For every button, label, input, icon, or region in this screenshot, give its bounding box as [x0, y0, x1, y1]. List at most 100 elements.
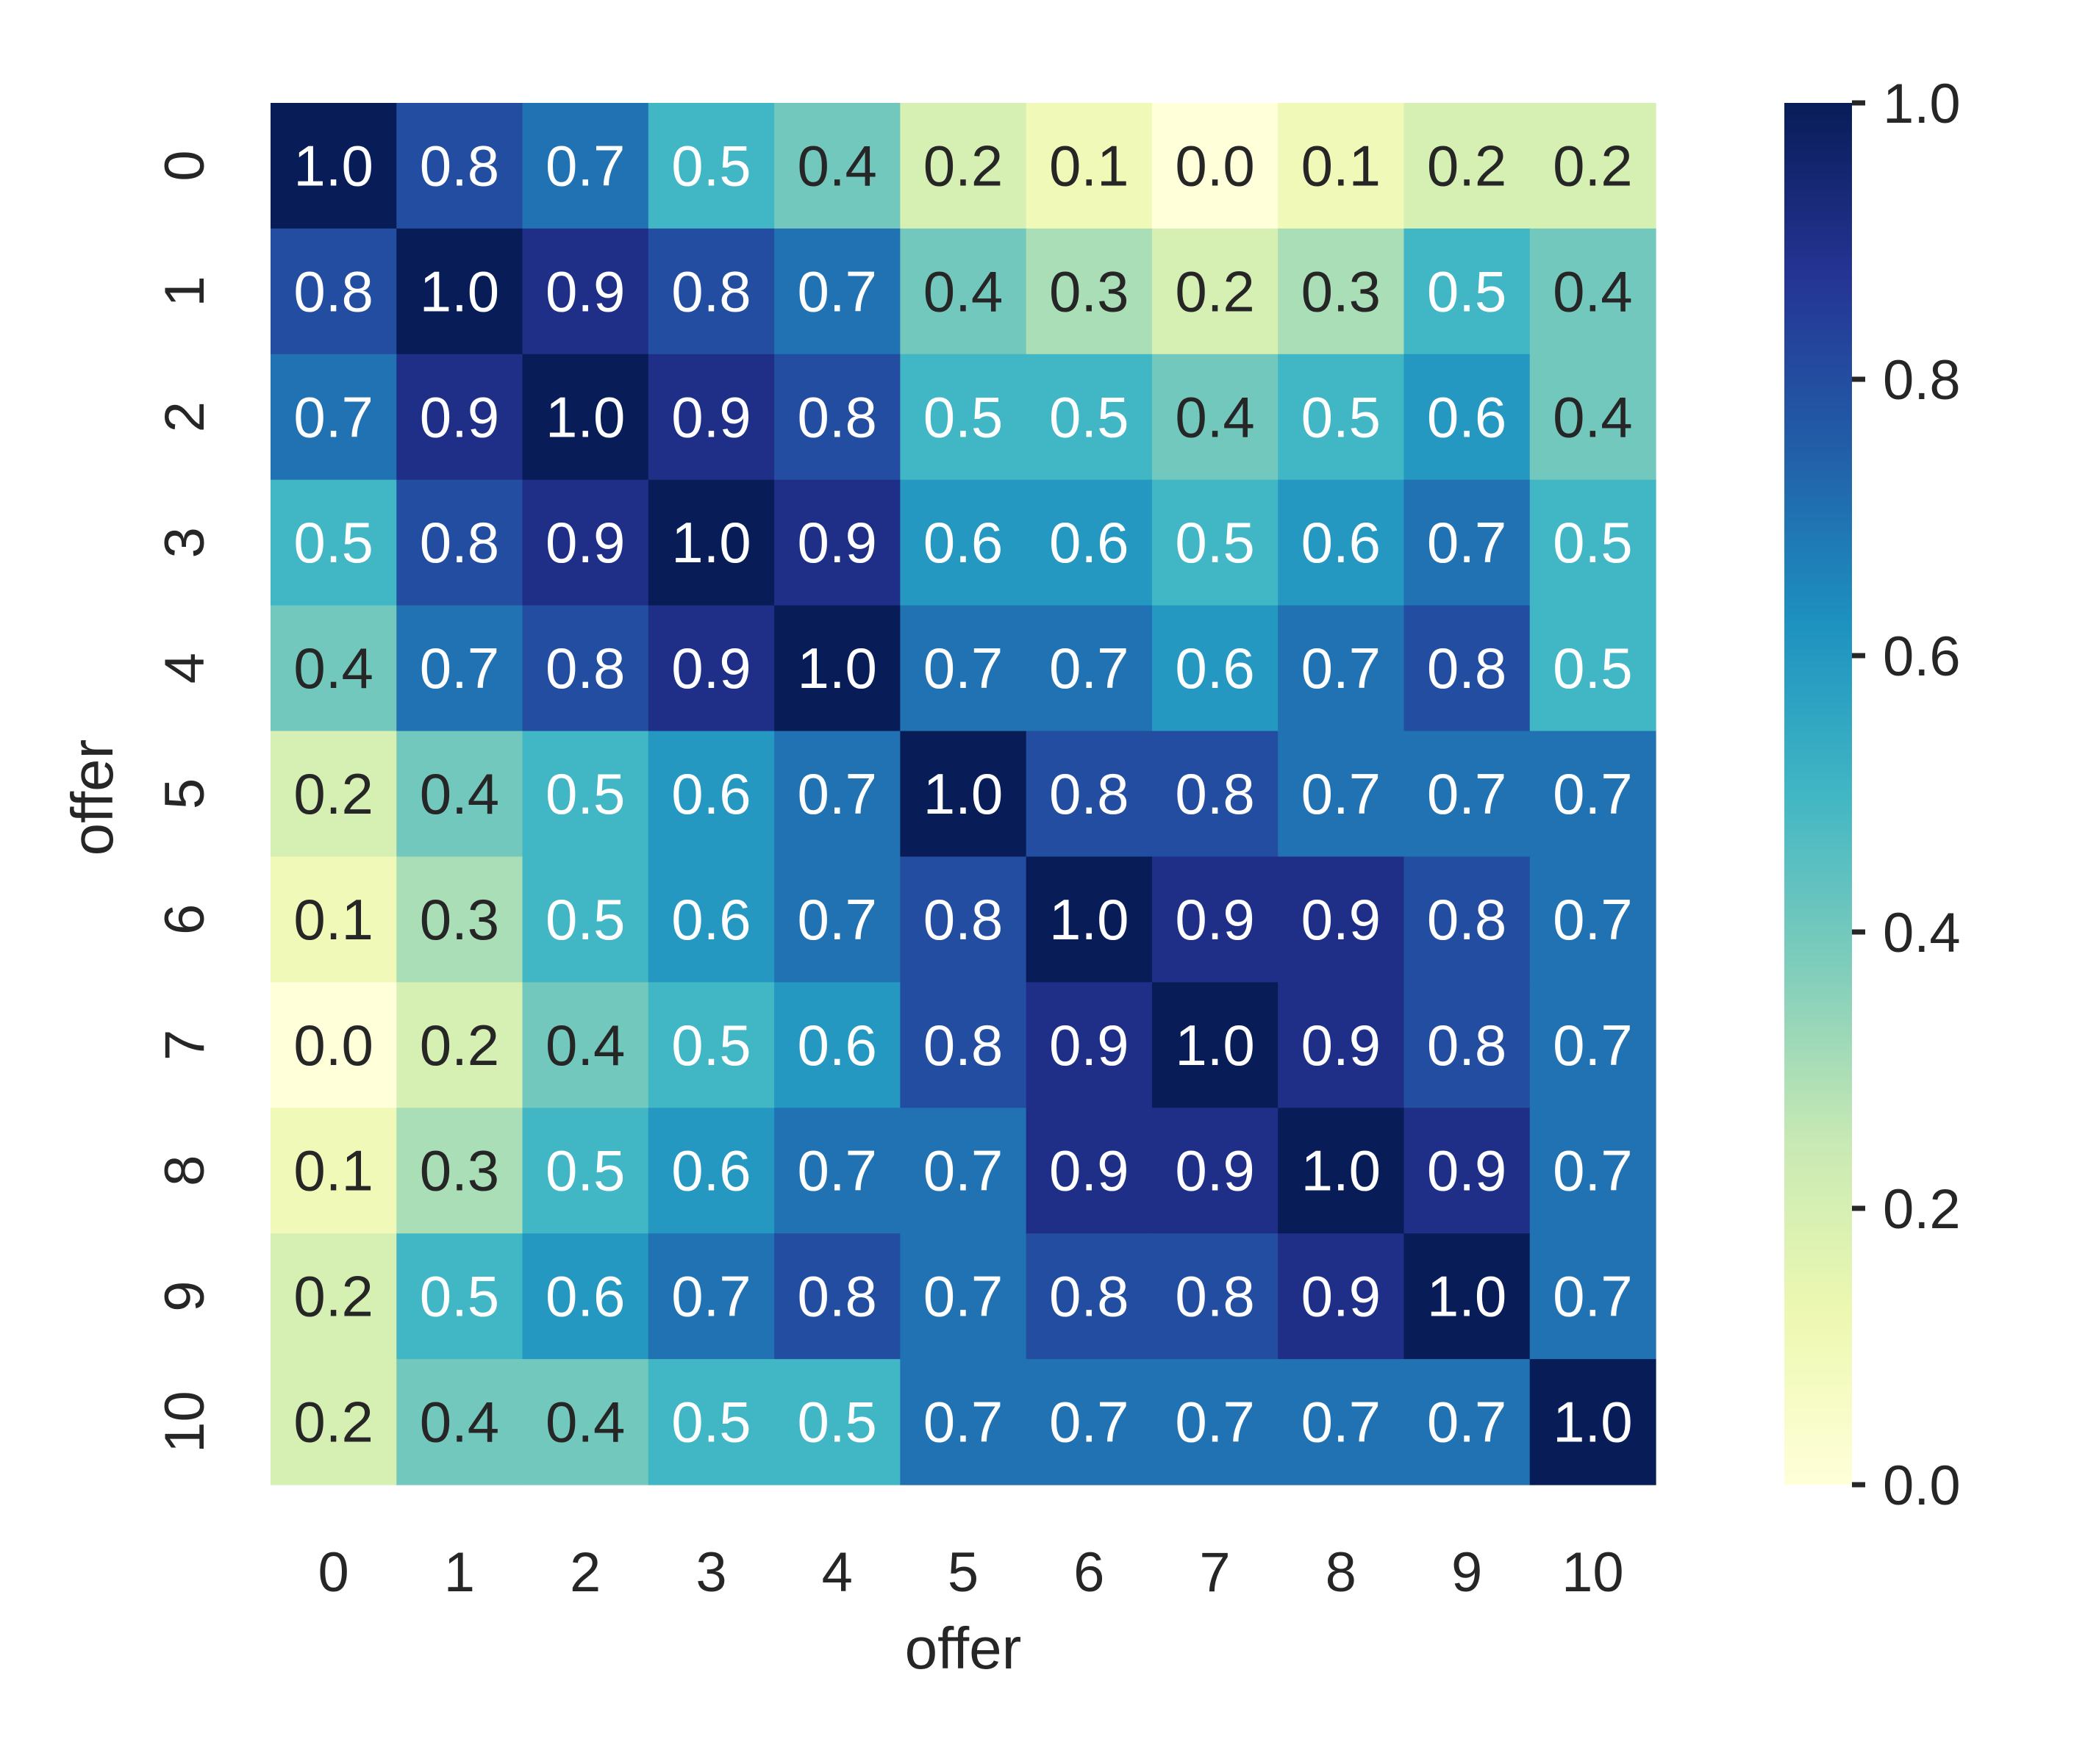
heatmap-cell: [396, 1233, 523, 1360]
heatmap-cell: [522, 1359, 649, 1485]
heatmap-cell: [1529, 1359, 1656, 1485]
heatmap-cell: [774, 228, 901, 355]
heatmap-cell: [1026, 103, 1153, 229]
heatmap-cell: [774, 479, 901, 606]
cell-value-label: 0.4: [420, 1390, 499, 1455]
cell-value-label: 0.6: [798, 1013, 877, 1078]
cell-value-label: 0.8: [420, 133, 499, 198]
cell-value-label: 0.0: [1175, 133, 1254, 198]
heatmap-cell: [271, 228, 397, 355]
heatmap-cell: [522, 856, 649, 983]
cell-value-label: 0.8: [1427, 887, 1506, 952]
heatmap-cell: [1403, 856, 1531, 983]
heatmap-cell: [396, 1359, 523, 1485]
heatmap-cell: [522, 605, 649, 732]
heatmap-cell: [522, 228, 649, 355]
heatmap-cell: [1529, 731, 1656, 858]
heatmap-cell: [1529, 228, 1656, 355]
y-tick-label: 2: [154, 401, 216, 432]
cell-value-label: 0.5: [1553, 510, 1632, 575]
heatmap-cell: [1403, 605, 1531, 732]
heatmap-cell: [1026, 856, 1153, 983]
cell-value-label: 0.4: [1175, 384, 1254, 449]
heatmap-cell: [1529, 1233, 1656, 1360]
heatmap-cell: [1529, 605, 1656, 732]
heatmap-cell: [900, 1108, 1027, 1234]
heatmap-cell: [1026, 605, 1153, 732]
heatmap-cell: [396, 479, 523, 606]
heatmap-cell-labels: 1.0 0.8 0.7 0.5 0.4 0.2 0.1 0.0 0.1 0.2 0.2 0.8 1.0 0…: [293, 133, 1632, 1454]
heatmap-cell: [648, 731, 775, 858]
heatmap-cell: [1151, 731, 1279, 858]
cell-value-label: 0.2: [1427, 133, 1506, 198]
heatmap-cells: [271, 103, 1656, 1485]
heatmap-cell: [1026, 479, 1153, 606]
heatmap-cell: [1026, 731, 1153, 858]
heatmap-cell: [522, 103, 649, 229]
heatmap-cell: [1529, 354, 1656, 481]
cell-value-label: 0.6: [1427, 384, 1506, 449]
heatmap-cell: [774, 1233, 901, 1360]
heatmap-cell: [648, 605, 775, 732]
cell-value-label: 1.0: [420, 259, 499, 323]
cell-value-label: 0.3: [1049, 259, 1129, 323]
x-tick-label: 10: [1562, 1541, 1624, 1604]
cell-value-label: 0.0: [293, 1013, 373, 1078]
heatmap-cell: [1529, 1108, 1656, 1234]
cell-value-label: 0.7: [1427, 761, 1506, 826]
y-axis-label: offer: [60, 739, 125, 856]
cell-value-label: 0.4: [923, 259, 1003, 323]
heatmap-cell: [1151, 856, 1279, 983]
heatmap-cell: [1151, 1233, 1279, 1360]
heatmap-cell: [774, 731, 901, 858]
heatmap-cell: [900, 1359, 1027, 1485]
y-tick-label: 5: [154, 778, 216, 809]
cell-value-label: 0.4: [420, 761, 499, 826]
heatmap-cell: [900, 103, 1027, 229]
heatmap-cell: [1026, 1233, 1153, 1360]
cell-value-label: 0.7: [923, 1264, 1003, 1329]
cell-value-label: 0.6: [671, 1139, 751, 1203]
cell-value-label: 0.7: [1553, 887, 1632, 952]
cell-value-label: 1.0: [923, 761, 1003, 826]
cell-value-label: 0.7: [798, 887, 877, 952]
heatmap-cell: [1151, 1359, 1279, 1485]
x-tick-label: 8: [1326, 1541, 1356, 1604]
heatmap-cell: [1026, 354, 1153, 481]
cell-value-label: 0.8: [1049, 761, 1129, 826]
y-tick-label: 1: [154, 276, 216, 306]
heatmap-cell: [1278, 1108, 1405, 1234]
colorbar-tick-label: 0.6: [1883, 625, 1961, 688]
cell-value-label: 0.5: [546, 887, 625, 952]
cell-value-label: 0.7: [1553, 1013, 1632, 1078]
cell-value-label: 0.4: [293, 636, 373, 700]
heatmap-cell: [1278, 982, 1405, 1108]
heatmap-cell: [1026, 1359, 1153, 1485]
cell-value-label: 0.5: [671, 1013, 751, 1078]
cell-value-label: 0.9: [1427, 1139, 1506, 1203]
cell-value-label: 0.9: [1301, 1013, 1381, 1078]
heatmap-cell: [1529, 982, 1656, 1108]
heatmap-cell: [900, 228, 1027, 355]
cell-value-label: 0.7: [1553, 1264, 1632, 1329]
cell-value-label: 0.6: [1175, 636, 1254, 700]
cell-value-label: 0.9: [1175, 1139, 1254, 1203]
cell-value-label: 0.6: [1301, 510, 1381, 575]
cell-value-label: 0.9: [546, 259, 625, 323]
heatmap-cell: [271, 103, 397, 229]
x-axis-label: offer: [905, 1616, 1022, 1681]
colorbar-tick-label: 0.0: [1883, 1455, 1961, 1517]
x-tick-label: 1: [444, 1541, 475, 1604]
cell-value-label: 0.4: [1553, 259, 1632, 323]
heatmap-cell: [1403, 731, 1531, 858]
cell-value-label: 0.8: [293, 259, 373, 323]
y-tick-label: 8: [154, 1155, 216, 1186]
cell-value-label: 0.8: [923, 1013, 1003, 1078]
heatmap-cell: [1278, 479, 1405, 606]
heatmap-cell: [774, 103, 901, 229]
heatmap-cell: [1278, 354, 1405, 481]
cell-value-label: 0.7: [1427, 1390, 1506, 1455]
cell-value-label: 0.1: [293, 887, 373, 952]
heatmap-cell: [271, 1108, 397, 1234]
cell-value-label: 0.6: [546, 1264, 625, 1329]
